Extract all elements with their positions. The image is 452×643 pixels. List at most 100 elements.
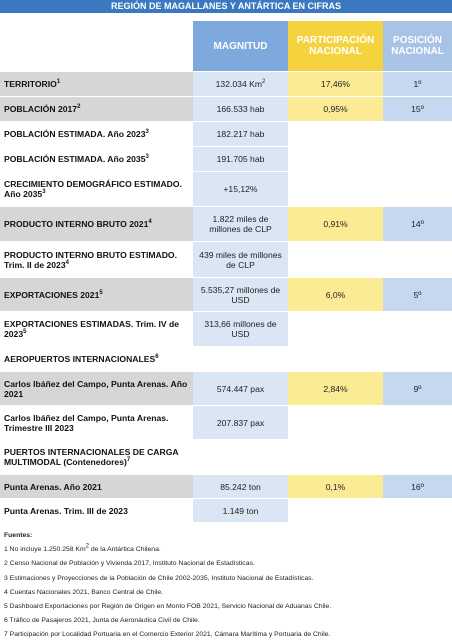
magnitude-cell: 439 miles de millones de CLP: [193, 242, 288, 277]
magnitude: 85.242 ton: [220, 481, 261, 492]
share-cell: [288, 499, 383, 522]
rank-cell: 1º: [383, 72, 452, 96]
source-text: 2 Censo Nacional de Población y Vivienda…: [4, 560, 255, 568]
share-cell: 0,91%: [288, 207, 383, 241]
footnote-ref: 5: [23, 329, 27, 336]
table-row: PRODUCTO INTERNO BRUTO 20214 1.822 miles …: [0, 207, 452, 241]
column-header: PARTICIPACIÓN NACIONAL: [288, 21, 383, 71]
row-label-cell: POBLACIÓN ESTIMADA. Año 20233: [0, 122, 193, 146]
share: 0,91%: [323, 219, 348, 229]
footnote-ref: 3: [42, 189, 46, 196]
magnitude-cell: [193, 347, 288, 371]
data-table: MAGNITUD PARTICIPACIÓN NACIONAL POSICIÓN…: [0, 20, 452, 523]
row-label-cell: TERRITORIO1: [0, 72, 193, 96]
row-label: Carlos Ibáñez del Campo, Punta Arenas. A…: [4, 378, 188, 399]
magnitude-sup: 2: [262, 79, 266, 86]
share-cell: 0,95%: [288, 97, 383, 121]
row-label: PUERTOS INTERNACIONALES DE CARGA MULTIMO…: [4, 447, 179, 467]
source-text: 6 Tráfico de Pasajeros 2021, Junta de Ae…: [4, 617, 200, 625]
rank-cell: [383, 147, 452, 171]
rank-cell: 16º: [383, 475, 452, 498]
magnitude: +15,12%: [223, 184, 258, 194]
magnitude-cell: 207.837 pax: [193, 406, 288, 439]
column-header: MAGNITUD: [193, 21, 288, 71]
share-cell: [288, 172, 383, 206]
source-item: 6 Tráfico de Pasajeros 2021, Junta de Ae…: [4, 614, 448, 628]
table-row: TERRITORIO1 132.034 Km2 17,46% 1º: [0, 72, 452, 96]
row-label: PRODUCTO INTERNO BRUTO 2021: [4, 219, 149, 229]
footnote-ref: 4: [148, 219, 152, 226]
row-label: Punta Arenas. Año 2021: [4, 481, 102, 492]
magnitude-cell: 1.149 ton: [193, 499, 288, 522]
row-label-cell: POBLACIÓN ESTIMADA. Año 20353: [0, 147, 193, 171]
table-row: CRECIMIENTO DEMOGRÁFICO ESTIMADO. Año 20…: [0, 172, 452, 206]
footnote-ref: 7: [126, 457, 131, 464]
row-label-cell: EXPORTACIONES ESTIMADAS. Trim. IV de 202…: [0, 312, 193, 346]
share-cell: [288, 122, 383, 146]
rank: 5º: [413, 289, 422, 300]
table-row: PUERTOS INTERNACIONALES DE CARGA MULTIMO…: [0, 440, 452, 474]
share: 0,95%: [323, 104, 348, 114]
table-row: EXPORTACIONES ESTIMADAS. Trim. IV de 202…: [0, 312, 452, 346]
share-cell: [288, 242, 383, 277]
source-item: 3 Estimaciones y Proyecciones de la Pobl…: [4, 572, 448, 586]
row-label-cell: PRODUCTO INTERNO BRUTO ESTIMADO. Trim. I…: [0, 242, 193, 277]
rank: 16º: [411, 481, 424, 492]
share-cell: 2,84%: [288, 372, 383, 405]
table-row: Carlos Ibáñez del Campo, Punta Arenas. T…: [0, 406, 452, 439]
rank-cell: 5º: [383, 278, 452, 311]
share-cell: [288, 406, 383, 439]
share-cell: [288, 347, 383, 371]
table-row: POBLACIÓN 20172 166.533 hab 0,95% 15º: [0, 97, 452, 121]
source-text: 4 Cuentas Nacionales 2021, Banco Central…: [4, 588, 164, 596]
source-item: 1 No incluye 1.250.258 Km2 de la Antárti…: [4, 543, 448, 557]
magnitude: 439 miles de millones de CLP: [199, 249, 282, 270]
row-label-cell: Punta Arenas. Año 2021: [0, 475, 193, 498]
rank-cell: 9º: [383, 372, 452, 405]
row-label-cell: POBLACIÓN 20172: [0, 97, 193, 121]
rank-cell: [383, 242, 452, 277]
sources-title: Fuentes:: [4, 532, 33, 539]
source-text: 7 Participación por Localidad Portuaria …: [4, 631, 331, 639]
table-row: Punta Arenas. Trim. III de 2023 1.149 ton: [0, 499, 452, 522]
rank-cell: 14º: [383, 207, 452, 241]
table-row: Carlos Ibáñez del Campo, Punta Arenas. A…: [0, 372, 452, 405]
footnote-ref: 3: [145, 154, 149, 161]
magnitude-cell: 132.034 Km2: [193, 72, 288, 96]
magnitude: 182.217 hab: [216, 129, 265, 139]
magnitude-cell: [193, 440, 288, 474]
row-label-cell: Carlos Ibáñez del Campo, Punta Arenas. T…: [0, 406, 193, 439]
row-label: TERRITORIO: [4, 79, 57, 89]
source-item: 5 Dashboard Exportaciones por Región de …: [4, 600, 448, 614]
row-label-cell: PUERTOS INTERNACIONALES DE CARGA MULTIMO…: [0, 440, 193, 474]
share-cell: 6,0%: [288, 278, 383, 311]
row-label-cell: Carlos Ibáñez del Campo, Punta Arenas. A…: [0, 372, 193, 405]
row-label: PRODUCTO INTERNO BRUTO ESTIMADO. Trim. I…: [4, 249, 177, 270]
table-row: PRODUCTO INTERNO BRUTO ESTIMADO. Trim. I…: [0, 242, 452, 277]
magnitude: 313,66 millones de USD: [204, 319, 277, 339]
magnitude-cell: 166.533 hab: [193, 97, 288, 121]
table-row: Punta Arenas. Año 2021 85.242 ton 0,1% 16º: [0, 475, 452, 498]
table-row: POBLACIÓN ESTIMADA. Año 20233 182.217 hab: [0, 122, 452, 146]
share-cell: [288, 312, 383, 346]
magnitude-cell: 313,66 millones de USD: [193, 312, 288, 346]
magnitude: 166.533 hab: [216, 104, 265, 114]
magnitude-cell: 574.447 pax: [193, 372, 288, 405]
share: 2,84%: [323, 383, 348, 394]
rank: 9º: [413, 383, 422, 394]
share-cell: [288, 440, 383, 474]
column-header: POSICIÓN NACIONAL: [383, 21, 452, 71]
row-label: POBLACIÓN ESTIMADA. Año 2023: [4, 129, 146, 139]
row-label-cell: EXPORTACIONES 20215: [0, 278, 193, 311]
footnote-ref: 5: [99, 289, 103, 296]
row-label-cell: PRODUCTO INTERNO BRUTO 20214: [0, 207, 193, 241]
row-label: POBLACIÓN 2017: [4, 104, 78, 114]
row-label: EXPORTACIONES ESTIMADAS. Trim. IV de 202…: [4, 319, 180, 339]
rank-cell: [383, 406, 452, 439]
row-label-cell: Punta Arenas. Trim. III de 2023: [0, 499, 193, 522]
source-text: 5 Dashboard Exportaciones por Región de …: [4, 603, 332, 611]
rank: 14º: [411, 219, 424, 229]
magnitude: 132.034 Km: [215, 79, 262, 89]
share-cell: 17,46%: [288, 72, 383, 96]
